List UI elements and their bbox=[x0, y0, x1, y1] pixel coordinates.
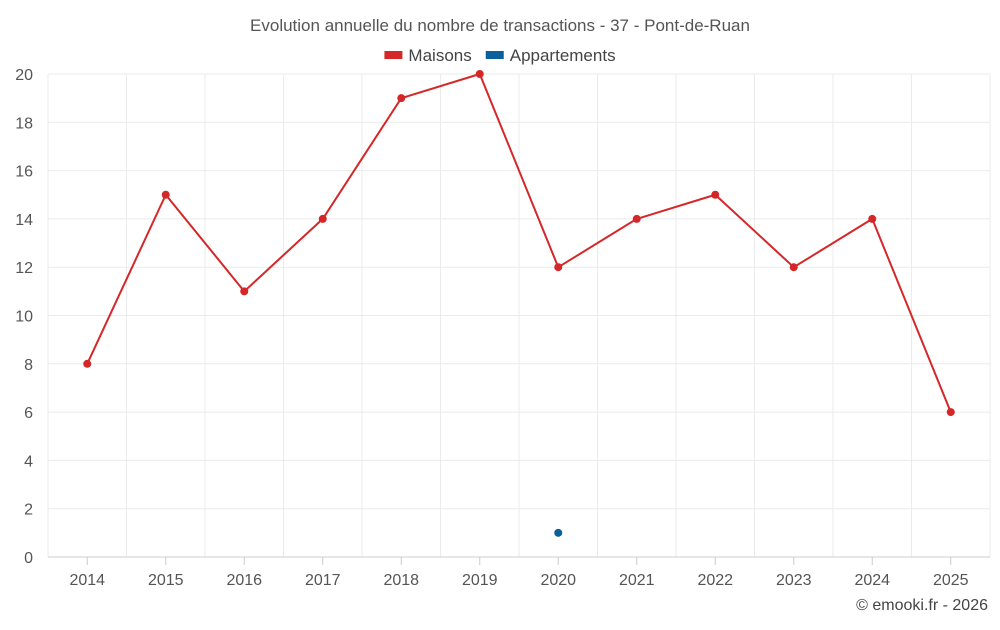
x-tick-label: 2018 bbox=[383, 572, 419, 589]
data-point[interactable] bbox=[946, 408, 955, 417]
x-tick-label: 2015 bbox=[148, 572, 184, 589]
data-point[interactable] bbox=[711, 190, 720, 199]
data-point[interactable] bbox=[554, 528, 563, 537]
y-tick-label: 0 bbox=[24, 550, 33, 567]
data-point[interactable] bbox=[83, 359, 92, 368]
data-point[interactable] bbox=[397, 94, 406, 103]
legend: Maisons Appartements bbox=[384, 46, 616, 65]
series-maisons bbox=[83, 70, 955, 417]
data-point[interactable] bbox=[554, 263, 563, 272]
legend-swatch[interactable] bbox=[485, 51, 504, 59]
y-tick-label: 18 bbox=[15, 115, 33, 132]
data-point[interactable] bbox=[789, 263, 798, 272]
y-tick-label: 4 bbox=[24, 453, 33, 470]
y-tick-label: 8 bbox=[24, 357, 33, 374]
legend-swatch[interactable] bbox=[384, 51, 403, 59]
credit-text: © emooki.fr - 2026 bbox=[856, 597, 988, 614]
y-tick-label: 2 bbox=[24, 502, 33, 519]
series-line bbox=[86, 73, 952, 413]
x-tick-label: 2014 bbox=[69, 572, 105, 589]
data-point[interactable] bbox=[868, 214, 877, 223]
y-tick-label: 14 bbox=[15, 212, 33, 229]
x-tick-label: 2023 bbox=[776, 572, 812, 589]
y-tick-label: 16 bbox=[15, 164, 33, 181]
data-point[interactable] bbox=[240, 287, 249, 296]
x-tick-label: 2025 bbox=[933, 572, 969, 589]
y-axis: 0 2 4 6 8 10 12 14 16 18 20 bbox=[15, 67, 33, 567]
x-tick-label: 2016 bbox=[226, 572, 262, 589]
data-point[interactable] bbox=[632, 214, 641, 223]
grid bbox=[47, 73, 991, 558]
x-tick-label: 2024 bbox=[854, 572, 890, 589]
chart-title: Evolution annuelle du nombre de transact… bbox=[250, 16, 750, 35]
x-tick-label: 2017 bbox=[305, 572, 341, 589]
series-layer bbox=[83, 70, 955, 537]
x-tick-label: 2019 bbox=[462, 572, 498, 589]
legend-label: Appartements bbox=[510, 46, 616, 65]
data-point[interactable] bbox=[161, 190, 170, 199]
x-tick-label: 2022 bbox=[697, 572, 733, 589]
x-tick-label: 2021 bbox=[619, 572, 655, 589]
x-tick-label: 2020 bbox=[540, 572, 576, 589]
series-appartements bbox=[554, 528, 563, 537]
y-tick-label: 20 bbox=[15, 67, 33, 84]
data-point[interactable] bbox=[318, 214, 327, 223]
x-axis: 2014 2015 2016 2017 2018 2019 2020 2021 2022 2023… bbox=[69, 557, 969, 589]
legend-label: Maisons bbox=[408, 46, 471, 65]
data-point[interactable] bbox=[475, 70, 484, 78]
y-tick-label: 6 bbox=[24, 405, 33, 422]
y-tick-label: 10 bbox=[15, 309, 33, 326]
y-tick-label: 12 bbox=[15, 260, 33, 277]
